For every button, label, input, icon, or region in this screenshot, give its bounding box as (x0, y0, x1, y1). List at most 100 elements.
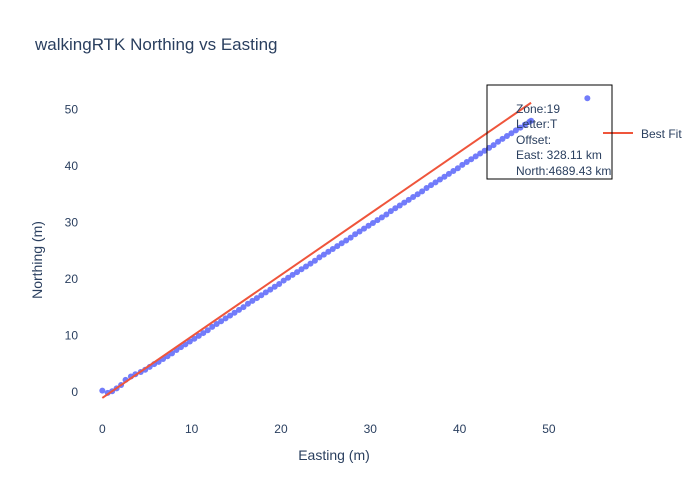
y-tick-label: 0 (71, 385, 78, 399)
y-tick-label: 40 (65, 159, 79, 173)
scatter-point (231, 309, 238, 316)
scatter-point (294, 269, 301, 276)
scatter-series (99, 95, 591, 396)
scatter-point (365, 222, 372, 229)
scatter-point (414, 191, 421, 198)
y-tick-label: 10 (65, 328, 79, 342)
scatter-point (343, 237, 350, 244)
scatter-point (285, 274, 292, 281)
x-tick-label: 0 (99, 422, 106, 436)
scatter-point (369, 219, 376, 226)
x-axis-ticks: 0 10 20 30 40 50 (99, 422, 556, 436)
scatter-point (311, 257, 318, 264)
scatter-point (289, 271, 296, 278)
scatter-point (213, 321, 220, 328)
scatter-point (508, 130, 515, 137)
legend[interactable]: Best Fit (603, 127, 682, 141)
scatter-point (334, 243, 341, 250)
scatter-point (512, 127, 519, 134)
plot-area (99, 95, 591, 399)
y-axis-ticks: 0 10 20 30 40 50 (65, 103, 79, 399)
scatter-point (499, 135, 506, 142)
scatter-point (258, 292, 265, 299)
scatter-point (235, 306, 242, 313)
x-axis-title: Easting (m) (298, 447, 370, 463)
scatter-point (329, 245, 336, 252)
scatter-point (209, 323, 216, 330)
annotation-border (486, 84, 613, 180)
scatter-point (352, 231, 359, 238)
scatter-point (392, 205, 399, 212)
scatter-point (401, 199, 408, 206)
annotation-north: North:4689.43 km (516, 164, 611, 178)
scatter-point (378, 214, 385, 221)
scatter-point (374, 217, 381, 224)
scatter-point (521, 121, 528, 128)
scatter-point (307, 260, 314, 267)
scatter-point (383, 211, 390, 218)
scatter-point (410, 194, 417, 201)
x-tick-label: 50 (542, 422, 556, 436)
scatter-point (468, 156, 475, 163)
scatter-point (472, 153, 479, 160)
scatter-point (244, 300, 251, 307)
scatter-point (227, 312, 234, 319)
scatter-point (454, 165, 461, 172)
x-tick-label: 10 (185, 422, 199, 436)
chart-title: walkingRTK Northing vs Easting (34, 35, 278, 54)
scatter-point (267, 286, 274, 293)
scatter-point (200, 330, 207, 337)
scatter-point (528, 117, 535, 124)
scatter-point (477, 150, 484, 157)
scatter-point (186, 338, 193, 345)
scatter-point (481, 147, 488, 154)
scatter-point (325, 248, 332, 255)
scatter-point (249, 297, 256, 304)
scatter-point (486, 144, 493, 151)
scatter-point (423, 184, 430, 191)
scatter-point (445, 170, 452, 177)
scatter-point (320, 251, 327, 258)
scatter-point (396, 202, 403, 209)
scatter-point (517, 124, 524, 131)
x-tick-label: 40 (453, 422, 467, 436)
scatter-point (459, 161, 466, 168)
scatter-point (276, 280, 283, 287)
scatter-point (302, 263, 309, 270)
scatter-point (490, 142, 497, 149)
annotation-offset: Offset: (516, 133, 551, 147)
y-axis-title: Northing (m) (29, 221, 45, 299)
x-tick-label: 20 (274, 422, 288, 436)
scatter-point (463, 159, 470, 166)
scatter-point (347, 234, 354, 241)
scatter-point (240, 304, 247, 311)
annotation-box: Zone:19 Letter:T Offset: East: 328.11 km… (486, 84, 613, 180)
scatter-point (450, 168, 457, 175)
scatter-point (361, 225, 368, 232)
legend-label-best-fit: Best Fit (641, 127, 682, 141)
annotation-east: East: 328.11 km (516, 148, 602, 162)
scatter-point (441, 173, 448, 180)
best-fit-line (101, 101, 532, 399)
y-tick-label: 50 (65, 103, 79, 117)
scatter-point (419, 188, 426, 195)
annotation-zone: Zone:19 (516, 102, 560, 116)
scatter-point (503, 133, 510, 140)
scatter-point (195, 332, 202, 339)
scatter-point (99, 387, 106, 394)
scatter-point (253, 295, 260, 302)
x-tick-label: 30 (364, 422, 378, 436)
y-tick-label: 20 (65, 272, 79, 286)
scatter-point (191, 335, 198, 342)
scatter-point (204, 327, 211, 334)
scatter-point (356, 228, 363, 235)
annotation-letter: Letter:T (516, 117, 558, 131)
scatter-point (280, 277, 287, 284)
scatter-point (271, 283, 278, 290)
scatter-point (495, 138, 502, 145)
y-tick-label: 30 (65, 215, 79, 229)
scatter-point (338, 240, 345, 247)
scatter-point (436, 176, 443, 183)
scatter-point (262, 289, 269, 296)
